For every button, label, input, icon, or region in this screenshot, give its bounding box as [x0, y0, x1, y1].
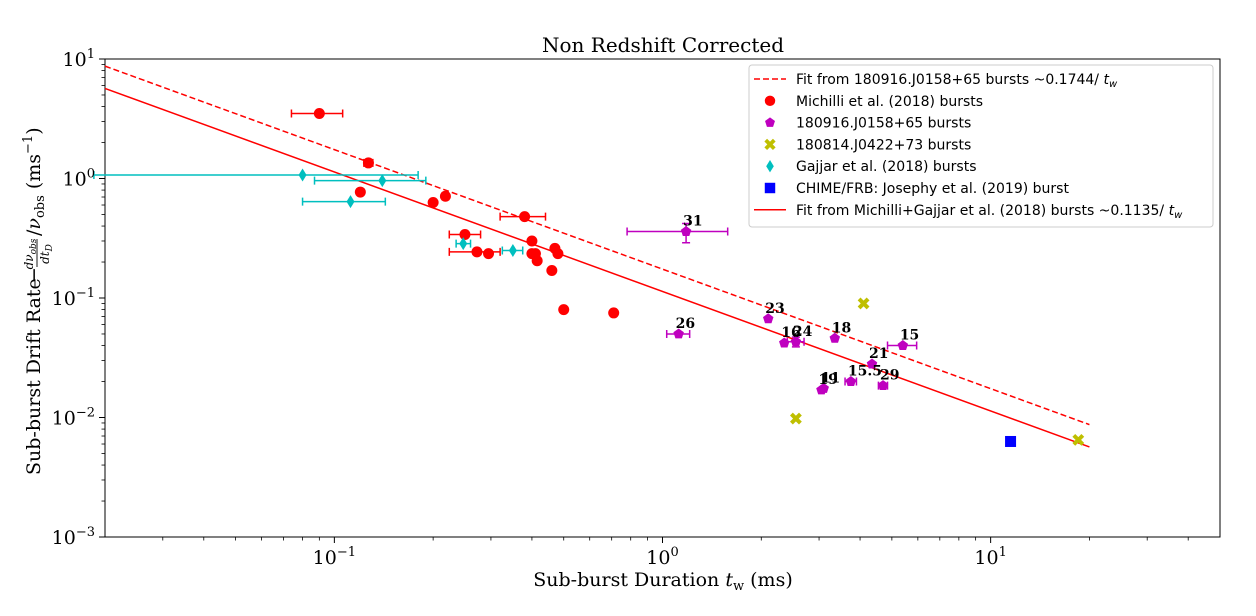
- data-point-circle: [427, 196, 439, 208]
- burst-id-label: 16: [781, 325, 800, 341]
- data-point-circle: [459, 228, 471, 240]
- data-point-circle: [526, 235, 538, 247]
- x-error-bar: [313, 176, 427, 185]
- y-tick-label: 10−3: [52, 525, 95, 549]
- data-point-diamond: [508, 243, 517, 257]
- data-point-circle: [471, 246, 483, 258]
- legend-swatch-circle: [764, 95, 776, 107]
- svg-text:Sub-burst Drift Rate: Sub-burst Drift Rate: [23, 278, 45, 475]
- data-point-diamond: [459, 237, 468, 251]
- legend-swatch-x: [764, 138, 776, 151]
- data-point-pentagon: [897, 340, 909, 350]
- chart-title: Non Redshift Corrected: [542, 33, 784, 57]
- x-error-bar: [301, 197, 387, 206]
- legend-entry: 180916.J0158+65 bursts: [765, 116, 971, 132]
- data-point-diamond: [346, 195, 355, 209]
- burst-id-label: 29: [880, 368, 899, 384]
- legend-entry: CHIME/FRB: Josephy et al. (2019) burst: [764, 181, 1069, 197]
- fit-line-2: [104, 87, 1090, 448]
- x-tick-label: 100: [646, 545, 678, 569]
- data-point-pentagon: [866, 358, 878, 369]
- data-point-pentagon: [763, 313, 774, 324]
- burst-id-label: 24: [793, 324, 813, 340]
- data-point-circle: [483, 248, 495, 260]
- svg-text:dtD: dtD: [38, 244, 55, 264]
- error-bars: [93, 109, 918, 390]
- y-tick-label: 101: [63, 47, 95, 71]
- legend-entry: Gajjar et al. (2018) bursts: [766, 159, 977, 175]
- svg-text:−: −: [23, 267, 45, 283]
- x-error-bar: [93, 170, 419, 179]
- legend-swatch-diamond: [766, 160, 774, 173]
- data-point-x: [789, 412, 802, 425]
- data-point-x: [857, 297, 870, 310]
- y-tick-label: 10−2: [52, 406, 95, 430]
- x-tick-label: 10−1: [313, 545, 356, 569]
- data-point-pentagon: [680, 226, 692, 236]
- legend-label: 180916.J0158+65 bursts: [796, 116, 971, 132]
- data-point-circle: [354, 186, 366, 198]
- data-point-pentagon: [818, 382, 829, 393]
- legend-box: [748, 64, 1214, 228]
- legend-label: CHIME/FRB: Josephy et al. (2019) burst: [796, 181, 1069, 197]
- y-tick-label: 100: [63, 167, 95, 191]
- x-axis-label: Sub-burst Duration tw (ms): [533, 569, 792, 594]
- data-point-diamond: [378, 174, 387, 188]
- data-point-circle: [362, 157, 374, 169]
- data-point-pentagon: [845, 376, 857, 386]
- data-point-pentagon: [790, 336, 802, 347]
- burst-id-label: 11: [821, 370, 840, 386]
- legend-entry: Fit from 180916.J0158+65 bursts ~0.1744/…: [754, 72, 1118, 90]
- fit-line-1: [104, 65, 1090, 426]
- legend-swatch-pentagon: [765, 117, 775, 127]
- legend-label: Fit from Michilli+Gajjar et al. (2018) b…: [796, 203, 1183, 221]
- legend-entry: 180814.J0422+73 bursts: [764, 137, 971, 153]
- legend: Fit from 180916.J0158+65 bursts ~0.1744/…: [748, 64, 1214, 228]
- y-tick-label: 10−1: [52, 286, 95, 310]
- burst-id-label: 26: [676, 316, 695, 332]
- data-point-circle: [519, 211, 531, 223]
- data-point-circle: [546, 264, 558, 276]
- x-tick-label: 101: [974, 545, 1006, 569]
- data-point-square: [1005, 435, 1017, 447]
- legend-label: Fit from 180916.J0158+65 bursts ~0.1744/…: [796, 72, 1118, 90]
- burst-id-label: 18: [832, 320, 851, 336]
- legend-entry: Fit from Michilli+Gajjar et al. (2018) b…: [754, 203, 1183, 221]
- data-point-circle: [608, 307, 620, 319]
- data-point-circle: [552, 248, 564, 260]
- legend-entry: Michilli et al. (2018) bursts: [764, 94, 983, 110]
- legend-label: Michilli et al. (2018) bursts: [796, 94, 983, 110]
- axis-ticks: 10−1 100 101 10−3 10−2 10−1 100 101: [52, 47, 1189, 569]
- x-error-bar: [626, 227, 729, 236]
- burst-id-label: 15: [900, 328, 919, 344]
- burst-id-label: 31: [683, 214, 702, 230]
- data-point-pentagon: [779, 337, 790, 348]
- y-axis-label: Sub-burst Drift Rate − dνobs dtD /νobs (…: [21, 127, 55, 475]
- legend-label: Gajjar et al. (2018) bursts: [796, 159, 977, 175]
- burst-id-label: 21: [869, 346, 888, 362]
- burst-id-label: 19: [818, 372, 837, 388]
- data-point-circle: [531, 255, 543, 267]
- data-point-circle: [558, 304, 570, 316]
- fit-lines: [104, 65, 1090, 448]
- legend-swatch-square: [764, 182, 776, 194]
- svg-text:/νobs (ms−1): /νobs (ms−1): [21, 127, 48, 236]
- burst-id-label: 23: [765, 301, 784, 317]
- legend-label: 180814.J0422+73 bursts: [796, 137, 971, 153]
- data-markers: [298, 107, 1085, 447]
- data-point-circle: [439, 190, 451, 202]
- burst-id-label: 15.5: [848, 364, 882, 380]
- data-point-circle: [313, 107, 325, 119]
- data-point-pentagon: [673, 328, 684, 339]
- y-label-fraction: dνobs: [22, 238, 39, 269]
- data-point-pentagon: [877, 380, 889, 391]
- data-point-diamond: [298, 168, 307, 182]
- data-point-pentagon: [829, 332, 841, 343]
- legend-entries: Fit from 180916.J0158+65 bursts ~0.1744/…: [754, 72, 1183, 221]
- data-point-x: [1072, 433, 1085, 446]
